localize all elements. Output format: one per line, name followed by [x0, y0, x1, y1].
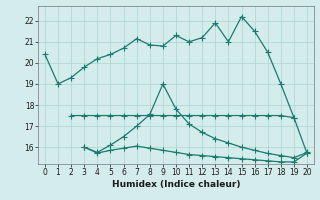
X-axis label: Humidex (Indice chaleur): Humidex (Indice chaleur) — [112, 180, 240, 189]
